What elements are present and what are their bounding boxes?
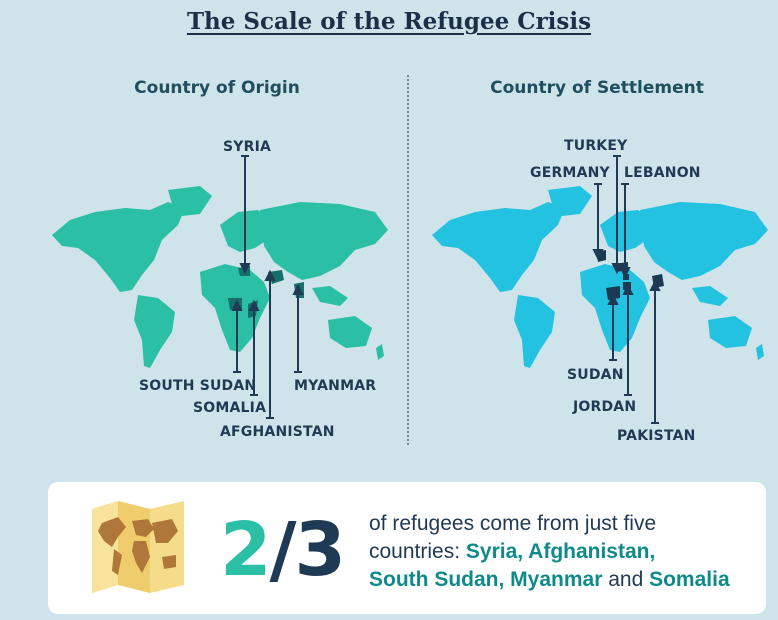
stat-fraction: 2/3: [220, 500, 346, 600]
country-south-sudan: South Sudan: [369, 568, 499, 591]
origin-heading: Country of Origin: [134, 78, 300, 98]
label-myanmar: MYANMAR: [294, 378, 377, 394]
stat-line-2: countries: Syria, Afghanistan,: [369, 538, 759, 566]
country-myanmar: Myanmar: [510, 568, 603, 591]
settlement-pointers: [592, 155, 661, 424]
label-pakistan: PAKISTAN: [617, 428, 696, 444]
australia-shape: [708, 316, 752, 348]
stat-line-1: of refugees come from just five: [369, 512, 657, 535]
country-syria: Syria: [465, 540, 518, 563]
panel-divider: [407, 75, 409, 445]
label-lebanon: LEBANON: [624, 165, 701, 181]
label-south-sudan: SOUTH SUDAN: [139, 378, 257, 394]
asia-shape: [640, 202, 768, 280]
page-title: The Scale of the Refugee Crisis: [186, 8, 592, 35]
north-america-shape: [432, 202, 565, 292]
stat-denominator: 3: [294, 507, 346, 593]
label-jordan: JORDAN: [573, 399, 637, 415]
origin-pointers: [231, 155, 304, 419]
label-turkey: TURKEY: [564, 138, 628, 154]
label-afghanistan: AFGHANISTAN: [220, 424, 335, 440]
se-asia-shape: [312, 286, 348, 306]
nz-shape: [376, 344, 384, 360]
country-afghanistan: Afghanistan: [528, 540, 650, 563]
country-somalia: Somalia: [649, 568, 730, 591]
stat-numerator: 2: [220, 507, 271, 593]
settlement-world-map: [432, 186, 768, 368]
label-somalia: SOMALIA: [193, 400, 267, 416]
comma-2: ,: [649, 540, 656, 563]
south-america-shape: [134, 295, 175, 368]
greenland-shape: [168, 186, 212, 216]
stat-line-3: South Sudan, Myanmar and Somalia: [369, 566, 759, 594]
stat-slash: /: [269, 507, 297, 593]
africa-shape: [580, 264, 650, 352]
south-america-shape: [514, 295, 555, 368]
north-america-shape: [52, 202, 185, 292]
label-syria: SYRIA: [223, 139, 272, 155]
settlement-heading: Country of Settlement: [490, 78, 704, 98]
folded-world-map-icon: [92, 501, 184, 593]
comma-1: ,: [517, 540, 529, 563]
asia-shape: [260, 202, 388, 280]
australia-shape: [328, 316, 372, 348]
greenland-shape: [548, 186, 592, 216]
se-asia-shape: [692, 286, 728, 306]
and-word: and: [602, 568, 650, 591]
stat-prefix: countries:: [369, 540, 466, 563]
label-germany: GERMANY: [530, 165, 610, 181]
nz-shape: [756, 344, 764, 360]
sudan-highlight: [606, 286, 620, 300]
comma-3: ,: [498, 568, 511, 591]
label-sudan: SUDAN: [567, 367, 624, 383]
stat-description: of refugees come from just five countrie…: [369, 510, 759, 594]
